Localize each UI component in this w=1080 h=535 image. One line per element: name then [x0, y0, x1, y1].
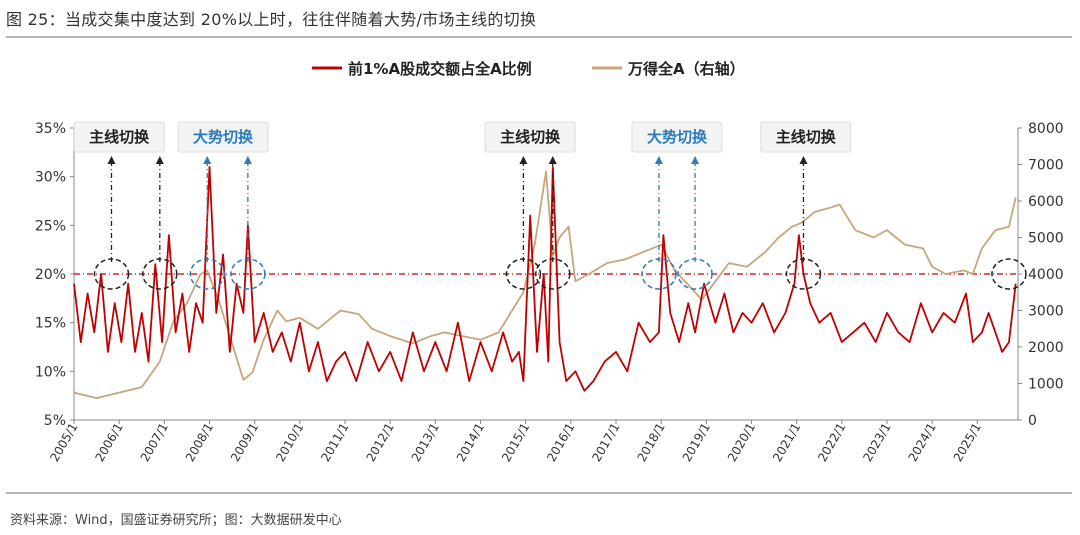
- callout-circle: [230, 258, 266, 290]
- callout-arrow-head: [203, 156, 212, 164]
- y-right-tick-label: 2000: [1028, 340, 1064, 356]
- callout-arrow-head: [548, 156, 557, 164]
- series-line-top1pct-share: [73, 165, 1017, 392]
- callout: 主线切换: [73, 121, 178, 290]
- y-left-tick-label: 20%: [35, 267, 66, 283]
- x-tick-label: 2013/1: [409, 421, 442, 465]
- callout-box: [631, 121, 723, 153]
- x-tick-label: 2025/1: [951, 421, 984, 465]
- x-tick-label: 2021/1: [770, 421, 803, 465]
- callout-circle: [677, 258, 713, 290]
- callout-circle: [641, 258, 677, 290]
- y-right-tick-label: 3000: [1028, 304, 1064, 320]
- x-tick-label: 2022/1: [815, 421, 848, 465]
- x-tick-label: 2009/1: [228, 421, 261, 465]
- callout-box: [760, 121, 852, 153]
- callout-label: 主线切换: [776, 128, 837, 146]
- callout: 大势切换: [631, 121, 723, 290]
- x-tick-label: 2015/1: [499, 421, 532, 465]
- callout-circle: [93, 258, 130, 290]
- legend: 前1%A股成交额占全A比例 万得全A（右轴）: [312, 60, 745, 78]
- x-tick-label: 2008/1: [183, 421, 216, 465]
- callout-circle: [189, 258, 225, 290]
- series-left: [73, 165, 1017, 392]
- callout-circle: [142, 258, 178, 290]
- x-tick-label: 2020/1: [725, 421, 758, 465]
- y-right-tick-label: 5000: [1028, 231, 1064, 247]
- y-left-tick-label: 10%: [35, 364, 66, 380]
- callout: 主线切换: [760, 121, 1027, 290]
- chart-title: 图 25：当成交集中度达到 20%以上时，往往伴随着大势/市场主线的切换: [6, 10, 537, 29]
- x-tick-label: 2024/1: [906, 421, 939, 465]
- callout-arrow-head: [799, 156, 808, 164]
- y-left-tick-label: 5%: [44, 413, 66, 429]
- callout-arrow-head: [243, 156, 252, 164]
- y-axis-right-ticks: 0 1000 2000 3000 4000 5000 6000 7000 8000: [1018, 121, 1064, 429]
- callout-circle: [785, 258, 822, 290]
- callout-arrow-head: [155, 156, 164, 164]
- y-right-tick-label: 0: [1028, 413, 1037, 429]
- callout: 主线切换: [484, 121, 576, 290]
- x-tick-label: 2023/1: [860, 421, 893, 465]
- y-left-tick-label: 30%: [35, 170, 66, 186]
- callout-box: [73, 121, 165, 153]
- x-tick-label: 2010/1: [273, 421, 306, 465]
- y-right-tick-label: 6000: [1028, 194, 1064, 210]
- callout-arrow-head: [654, 156, 663, 164]
- x-tick-label: 2014/1: [454, 421, 487, 465]
- y-left-tick-label: 15%: [35, 316, 66, 332]
- x-axis-ticks: 2005/1 2006/1 2007/1 2008/1 2009/1 2010/1 2011…: [47, 420, 984, 464]
- callout-box: [484, 121, 576, 153]
- callouts: 主线切换 大势切换 主线切换 大势切换 主线切换: [73, 121, 1027, 290]
- y-right-tick-label: 1000: [1028, 377, 1064, 393]
- legend-label-right-series: 万得全A（右轴）: [627, 60, 745, 78]
- y-left-tick-label: 25%: [35, 218, 66, 234]
- callout-box: [177, 121, 269, 153]
- callout-label: 主线切换: [89, 128, 150, 146]
- callout-arrow-head: [691, 156, 700, 164]
- chart: 前1%A股成交额占全A比例 万得全A（右轴） 5% 10% 15% 20% 25% 30%…: [35, 60, 1064, 464]
- y-right-tick-label: 8000: [1028, 121, 1064, 137]
- x-tick-label: 2019/1: [680, 421, 713, 465]
- callout-label: 主线切换: [500, 128, 561, 146]
- y-right-tick-label: 4000: [1028, 267, 1064, 283]
- callout-label: 大势切换: [647, 128, 708, 146]
- x-tick-label: 2017/1: [589, 421, 622, 465]
- x-tick-label: 2016/1: [544, 421, 577, 465]
- x-tick-label: 2018/1: [635, 421, 668, 465]
- title-divider: [6, 36, 1072, 38]
- source-note: 资料来源：Wind，国盛证券研究所；图：大数据研发中心: [10, 513, 342, 528]
- x-tick-label: 2011/1: [318, 421, 351, 465]
- x-tick-label: 2012/1: [364, 421, 397, 465]
- callout-label: 大势切换: [193, 128, 254, 146]
- footer-divider: [6, 492, 1072, 494]
- legend-label-left-series: 前1%A股成交额占全A比例: [348, 60, 532, 78]
- callout-arrow-head: [107, 156, 116, 164]
- callout-circle: [535, 258, 571, 290]
- y-right-tick-label: 7000: [1028, 158, 1064, 174]
- callout-circle: [991, 258, 1027, 290]
- callout-circle: [505, 258, 542, 290]
- y-axis-left-ticks: 5% 10% 15% 20% 25% 30% 35%: [35, 121, 74, 429]
- callout-arrow-head: [519, 156, 528, 164]
- x-tick-label: 2006/1: [93, 421, 126, 465]
- callout: 大势切换: [177, 121, 269, 290]
- x-tick-label: 2007/1: [138, 421, 171, 465]
- y-left-tick-label: 35%: [35, 121, 66, 137]
